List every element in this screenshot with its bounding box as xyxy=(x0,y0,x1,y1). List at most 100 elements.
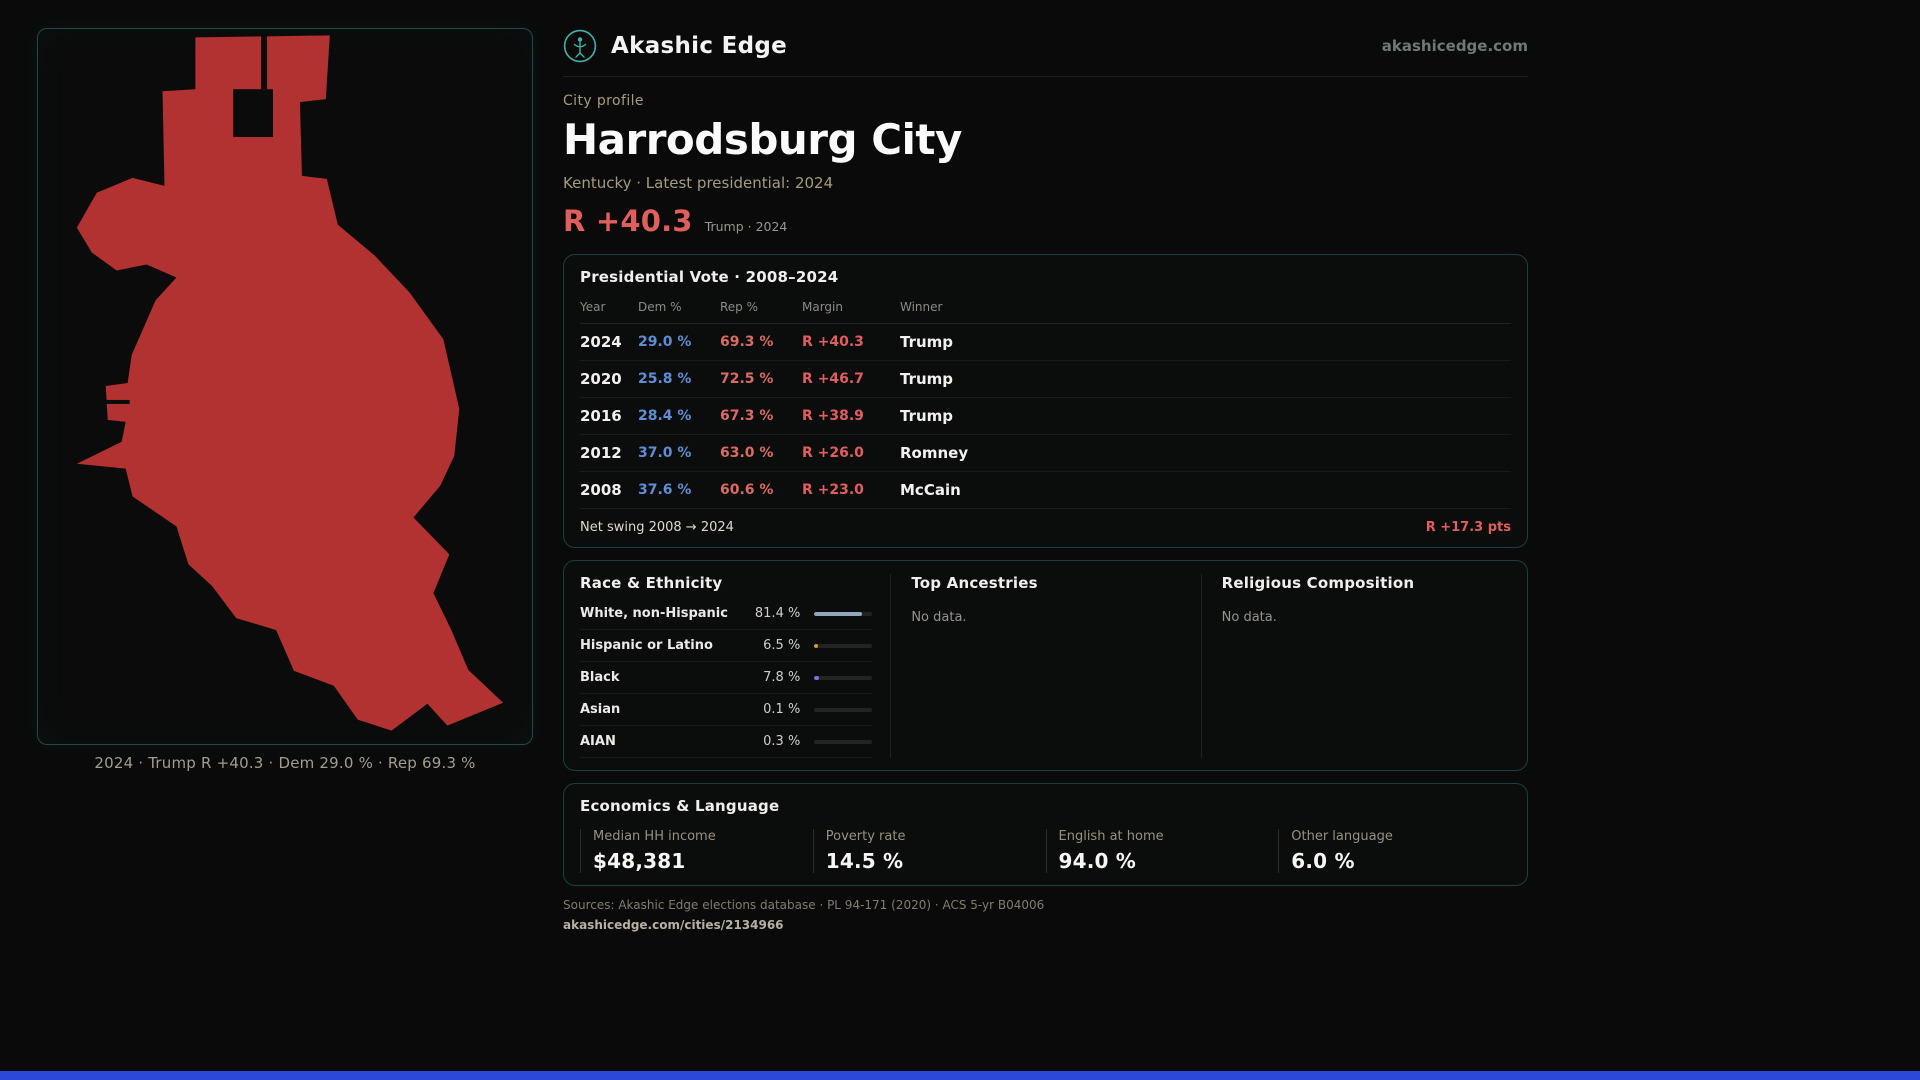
presidential-vote-title: Presidential Vote · 2008–2024 xyxy=(580,268,839,286)
vote-rep-pct: 60.6 % xyxy=(720,482,774,498)
vote-winner: Romney xyxy=(900,444,969,462)
stat-median-hh-income: Median HH income $48,381 xyxy=(580,829,813,873)
race-bar xyxy=(814,739,873,744)
top-ancestries-title: Top Ancestries xyxy=(911,574,1038,592)
race-row: Asian 0.1 % xyxy=(580,694,873,726)
stat-value: 6.0 % xyxy=(1291,849,1355,873)
stat-label: Poverty rate xyxy=(825,829,906,844)
top-ancestries-section: Top Ancestries No data. xyxy=(890,574,1200,758)
race-row: White, non-Hispanic 81.4 % xyxy=(580,598,873,630)
table-row: 2024 29.0 % 69.3 % R +40.3 Trump xyxy=(580,324,1511,361)
vote-winner: Trump xyxy=(900,333,954,351)
brand-name: Akashic Edge xyxy=(611,33,788,59)
col-rep: Rep % xyxy=(720,300,759,314)
vote-margin: R +23.0 xyxy=(802,482,864,498)
stat-poverty-rate: Poverty rate 14.5 % xyxy=(812,829,1046,873)
headline-margin-value: R +40.3 xyxy=(563,204,693,238)
vote-year: 2008 xyxy=(580,481,622,499)
page-title: Harrodsburg City xyxy=(563,115,962,164)
religious-composition-title: Religious Composition xyxy=(1221,574,1415,592)
race-bar xyxy=(814,643,873,648)
vote-dem-pct: 37.0 % xyxy=(638,445,692,461)
race-bar-fill xyxy=(814,643,819,648)
race-value: 81.4 % xyxy=(754,606,801,621)
table-row: 2016 28.4 % 67.3 % R +38.9 Trump xyxy=(580,398,1511,435)
race-value: 7.8 % xyxy=(763,670,801,685)
vote-winner: McCain xyxy=(900,481,961,499)
religious-composition-section: Religious Composition No data. xyxy=(1200,574,1511,758)
top-ancestries-empty: No data. xyxy=(911,610,967,625)
vote-margin: R +46.7 xyxy=(802,371,864,387)
stat-value: 94.0 % xyxy=(1058,849,1137,873)
vote-rep-pct: 72.5 % xyxy=(720,371,774,387)
religious-composition-empty: No data. xyxy=(1221,610,1277,625)
demographics-card: Race & Ethnicity White, non-Hispanic 81.… xyxy=(563,560,1528,771)
vote-year: 2020 xyxy=(580,370,622,388)
race-label: White, non-Hispanic xyxy=(580,606,728,621)
vote-year: 2024 xyxy=(580,333,622,351)
economics-title: Economics & Language xyxy=(580,797,780,815)
presidential-vote-card: Presidential Vote · 2008–2024 Year Dem %… xyxy=(563,254,1528,548)
vote-winner: Trump xyxy=(900,407,954,425)
col-winner: Winner xyxy=(900,300,943,314)
boundary-notch xyxy=(233,89,274,138)
economics-card: Economics & Language Median HH income $4… xyxy=(563,783,1528,886)
race-label: Hispanic or Latino xyxy=(580,638,713,653)
city-boundary-shape xyxy=(76,35,504,731)
race-value: 6.5 % xyxy=(763,638,801,653)
vote-dem-pct: 25.8 % xyxy=(638,371,692,387)
vote-margin: R +26.0 xyxy=(802,445,864,461)
stat-english-at-home: English at home 94.0 % xyxy=(1045,829,1279,873)
race-row: AIAN 0.3 % xyxy=(580,726,873,758)
race-label: Asian xyxy=(580,702,621,717)
race-bar xyxy=(814,675,873,680)
vote-dem-pct: 28.4 % xyxy=(638,408,692,424)
vote-year: 2016 xyxy=(580,407,622,425)
race-row: Black 7.8 % xyxy=(580,662,873,694)
header-divider xyxy=(563,76,1528,77)
col-margin: Margin xyxy=(802,300,843,314)
col-dem: Dem % xyxy=(638,300,682,314)
permalink[interactable]: akashicedge.com/cities/2134966 xyxy=(563,918,784,932)
race-label: AIAN xyxy=(580,734,616,749)
map-caption: 2024 · Trump R +40.3 · Dem 29.0 % · Rep … xyxy=(94,754,476,772)
col-year: Year xyxy=(580,300,606,314)
stat-value: 14.5 % xyxy=(825,849,904,873)
race-bar-fill xyxy=(814,675,819,680)
sources-line: Sources: Akashic Edge elections database… xyxy=(563,898,1045,912)
vote-margin: R +38.9 xyxy=(802,408,864,424)
vote-margin: R +40.3 xyxy=(802,334,864,350)
vote-table-header: Year Dem % Rep % Margin Winner xyxy=(580,292,1511,324)
vote-rep-pct: 67.3 % xyxy=(720,408,774,424)
stat-label: Other language xyxy=(1291,829,1393,844)
city-boundary-map xyxy=(76,34,504,731)
brand-domain-link[interactable]: akashicedge.com xyxy=(1381,37,1528,55)
table-row: 2012 37.0 % 63.0 % R +26.0 Romney xyxy=(580,435,1511,472)
bottom-accent-bar xyxy=(0,1071,1920,1080)
stat-label: Median HH income xyxy=(593,829,716,844)
net-swing-row: Net swing 2008 → 2024 R +17.3 pts xyxy=(580,509,1511,535)
race-label: Black xyxy=(580,670,620,685)
race-value: 0.3 % xyxy=(763,734,801,749)
content-column: Akashic Edge akashicedge.com City profil… xyxy=(563,26,1528,932)
headline-margin-context: Trump · 2024 xyxy=(704,219,788,234)
race-value: 0.1 % xyxy=(763,702,801,717)
stat-label: English at home xyxy=(1058,829,1164,844)
stat-value: $48,381 xyxy=(593,849,686,873)
race-ethnicity-section: Race & Ethnicity White, non-Hispanic 81.… xyxy=(580,574,890,758)
race-bar xyxy=(814,611,873,616)
race-bar xyxy=(814,707,873,712)
vote-dem-pct: 29.0 % xyxy=(638,334,692,350)
net-swing-label: Net swing 2008 → 2024 xyxy=(580,520,734,535)
boundary-slit xyxy=(261,34,268,90)
vote-winner: Trump xyxy=(900,370,954,388)
vote-dem-pct: 37.6 % xyxy=(638,482,692,498)
table-row: 2020 25.8 % 72.5 % R +46.7 Trump xyxy=(580,361,1511,398)
vote-rep-pct: 69.3 % xyxy=(720,334,774,350)
race-ethnicity-title: Race & Ethnicity xyxy=(580,574,723,592)
headline-margin-row: R +40.3 Trump · 2024 xyxy=(563,204,1528,238)
vote-year: 2012 xyxy=(580,444,622,462)
race-bar-fill xyxy=(814,611,862,616)
table-row: 2008 37.6 % 60.6 % R +23.0 McCain xyxy=(580,472,1511,509)
